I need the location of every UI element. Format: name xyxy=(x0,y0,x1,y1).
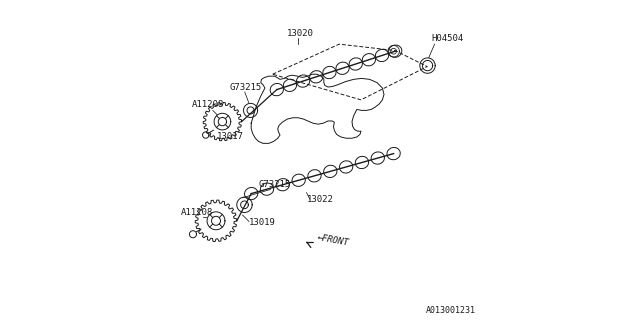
Text: 13020: 13020 xyxy=(287,29,313,38)
Text: 13022: 13022 xyxy=(307,195,333,204)
Text: 13019: 13019 xyxy=(249,218,276,227)
Text: G73215: G73215 xyxy=(259,180,291,189)
Text: H04504: H04504 xyxy=(431,34,463,43)
Text: ←FRONT: ←FRONT xyxy=(316,233,349,248)
Text: A11208: A11208 xyxy=(192,100,224,109)
Text: A013001231: A013001231 xyxy=(426,306,476,315)
Text: A11208: A11208 xyxy=(181,208,213,217)
Text: G73215: G73215 xyxy=(230,83,262,92)
Text: 13017: 13017 xyxy=(217,132,244,141)
